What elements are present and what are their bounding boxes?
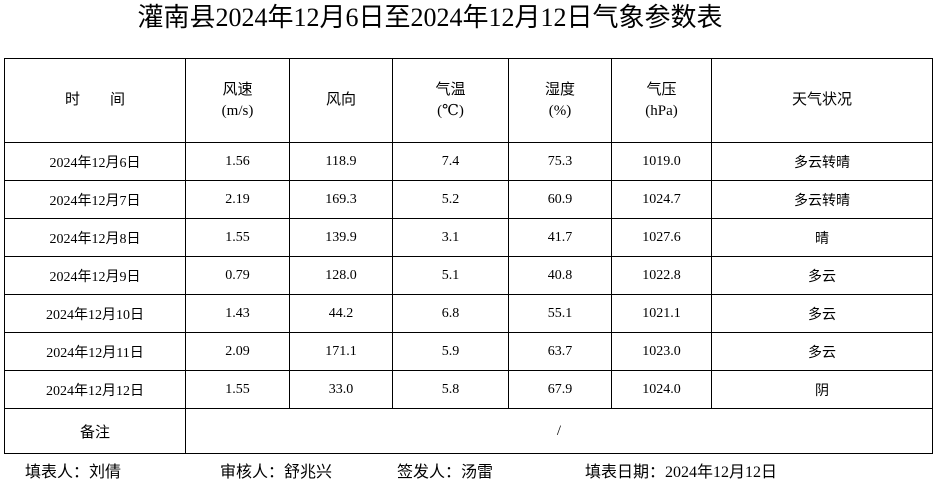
data-cell: 1.56 [185,142,290,181]
data-cell: 2024年12月11日 [4,332,186,371]
header-text: 气温 [435,81,466,98]
data-cell: 多云 [711,294,933,333]
header-text: 气压 [646,81,677,98]
data-cell: 139.9 [289,218,393,257]
remark-value: / [185,408,933,454]
title: 灌南县2024年12月6日至2024年12月12日气象参数表 [137,3,723,32]
data-cell: 3.1 [392,218,509,257]
header-text: 风速 [222,81,253,98]
data-cell: 6.8 [392,294,509,333]
data-row: 2024年12月12日 1.55 33.0 5.8 67.9 1024.0 阴 [4,370,933,409]
header-cell: 时 间 [4,58,186,143]
data-row: 2024年12月6日 1.56 118.9 7.4 75.3 1019.0 多云转晴 [4,142,933,181]
data-cell: 5.9 [392,332,509,371]
data-cell: 128.0 [289,256,393,295]
data-cell: 2024年12月7日 [4,180,186,219]
header-text: 时 间 [64,92,125,108]
data-cell: 1024.0 [611,370,712,409]
header-text: (%) [548,102,572,119]
data-cell: 阴 [711,370,933,409]
data-cell: 2024年12月10日 [4,294,186,333]
data-cell: 1019.0 [611,142,712,181]
data-cell: 2024年12月12日 [4,370,186,409]
data-cell: 41.7 [508,218,612,257]
data-cell: 5.1 [392,256,509,295]
header-text: 湿度 [544,81,575,98]
header-cell: 风速 (m/s) [185,58,290,143]
data-cell: 2.09 [185,332,290,371]
data-cell: 63.7 [508,332,612,371]
header-row: 时 间 风速 (m/s) 风向 气温 (℃) 湿度 (%) 气压 (hPa) 天气状况 [4,58,933,143]
data-cell: 5.8 [392,370,509,409]
data-row: 2024年12月8日 1.55 139.9 3.1 41.7 1027.6 晴 [4,218,933,257]
footer-text: 填表日期：2024年12月12日 [585,464,778,481]
data-cell: 55.1 [508,294,612,333]
data-cell: 多云 [711,332,933,371]
data-row: 2024年12月9日 0.79 128.0 5.1 40.8 1022.8 多云 [4,256,933,295]
header-cell: 气压 (hPa) [611,58,712,143]
data-row: 2024年12月11日 2.09 171.1 5.9 63.7 1023.0 多云 [4,332,933,371]
header-cell: 湿度 (%) [508,58,612,143]
remark-label: 备注 [4,408,186,454]
data-cell: 40.8 [508,256,612,295]
data-cell: 5.2 [392,180,509,219]
data-cell: 1024.7 [611,180,712,219]
data-cell: 多云转晴 [711,180,933,219]
footer-text: 审核人：舒兆兴 [220,464,333,481]
table-body: 时 间 风速 (m/s) 风向 气温 (℃) 湿度 (%) 气压 (hPa) 天气状况 2024年12… [4,58,933,454]
data-cell: 7.4 [392,142,509,181]
data-cell: 171.1 [289,332,393,371]
data-cell: 1.55 [185,370,290,409]
data-cell: 1.43 [185,294,290,333]
data-cell: 1022.8 [611,256,712,295]
data-cell: 2024年12月8日 [4,218,186,257]
data-cell: 75.3 [508,142,612,181]
data-row: 2024年12月10日 1.43 44.2 6.8 55.1 1021.1 多云 [4,294,933,333]
remark-row: 备注 / [4,408,933,454]
data-cell: 2.19 [185,180,290,219]
header-text: 天气状况 [791,92,852,108]
footer-text: 签发人：汤雷 [397,464,494,481]
data-cell: 1023.0 [611,332,712,371]
header-cell: 风向 [289,58,393,143]
weather-table: 时 间 风速 (m/s) 风向 气温 (℃) 湿度 (%) 气压 (hPa) 天气状况 2024年12… [4,58,933,454]
data-cell: 118.9 [289,142,393,181]
data-cell: 多云转晴 [711,142,933,181]
data-cell: 2024年12月6日 [4,142,186,181]
data-cell: 1.55 [185,218,290,257]
data-cell: 67.9 [508,370,612,409]
header-text: (hPa) [645,102,678,119]
data-cell: 多云 [711,256,933,295]
data-cell: 1027.6 [611,218,712,257]
header-cell: 天气状况 [711,58,933,143]
data-row: 2024年12月7日 2.19 169.3 5.2 60.9 1024.7 多云转晴 [4,180,933,219]
footer-text: 填表人：刘倩 [25,464,122,481]
header-text: (℃) [437,102,464,119]
header-text: (m/s) [221,102,254,119]
data-cell: 晴 [711,218,933,257]
data-cell: 169.3 [289,180,393,219]
data-cell: 33.0 [289,370,393,409]
data-cell: 1021.1 [611,294,712,333]
data-cell: 44.2 [289,294,393,333]
header-text: 风向 [325,92,356,108]
data-cell: 60.9 [508,180,612,219]
data-cell: 0.79 [185,256,290,295]
header-cell: 气温 (℃) [392,58,509,143]
data-cell: 2024年12月9日 [4,256,186,295]
